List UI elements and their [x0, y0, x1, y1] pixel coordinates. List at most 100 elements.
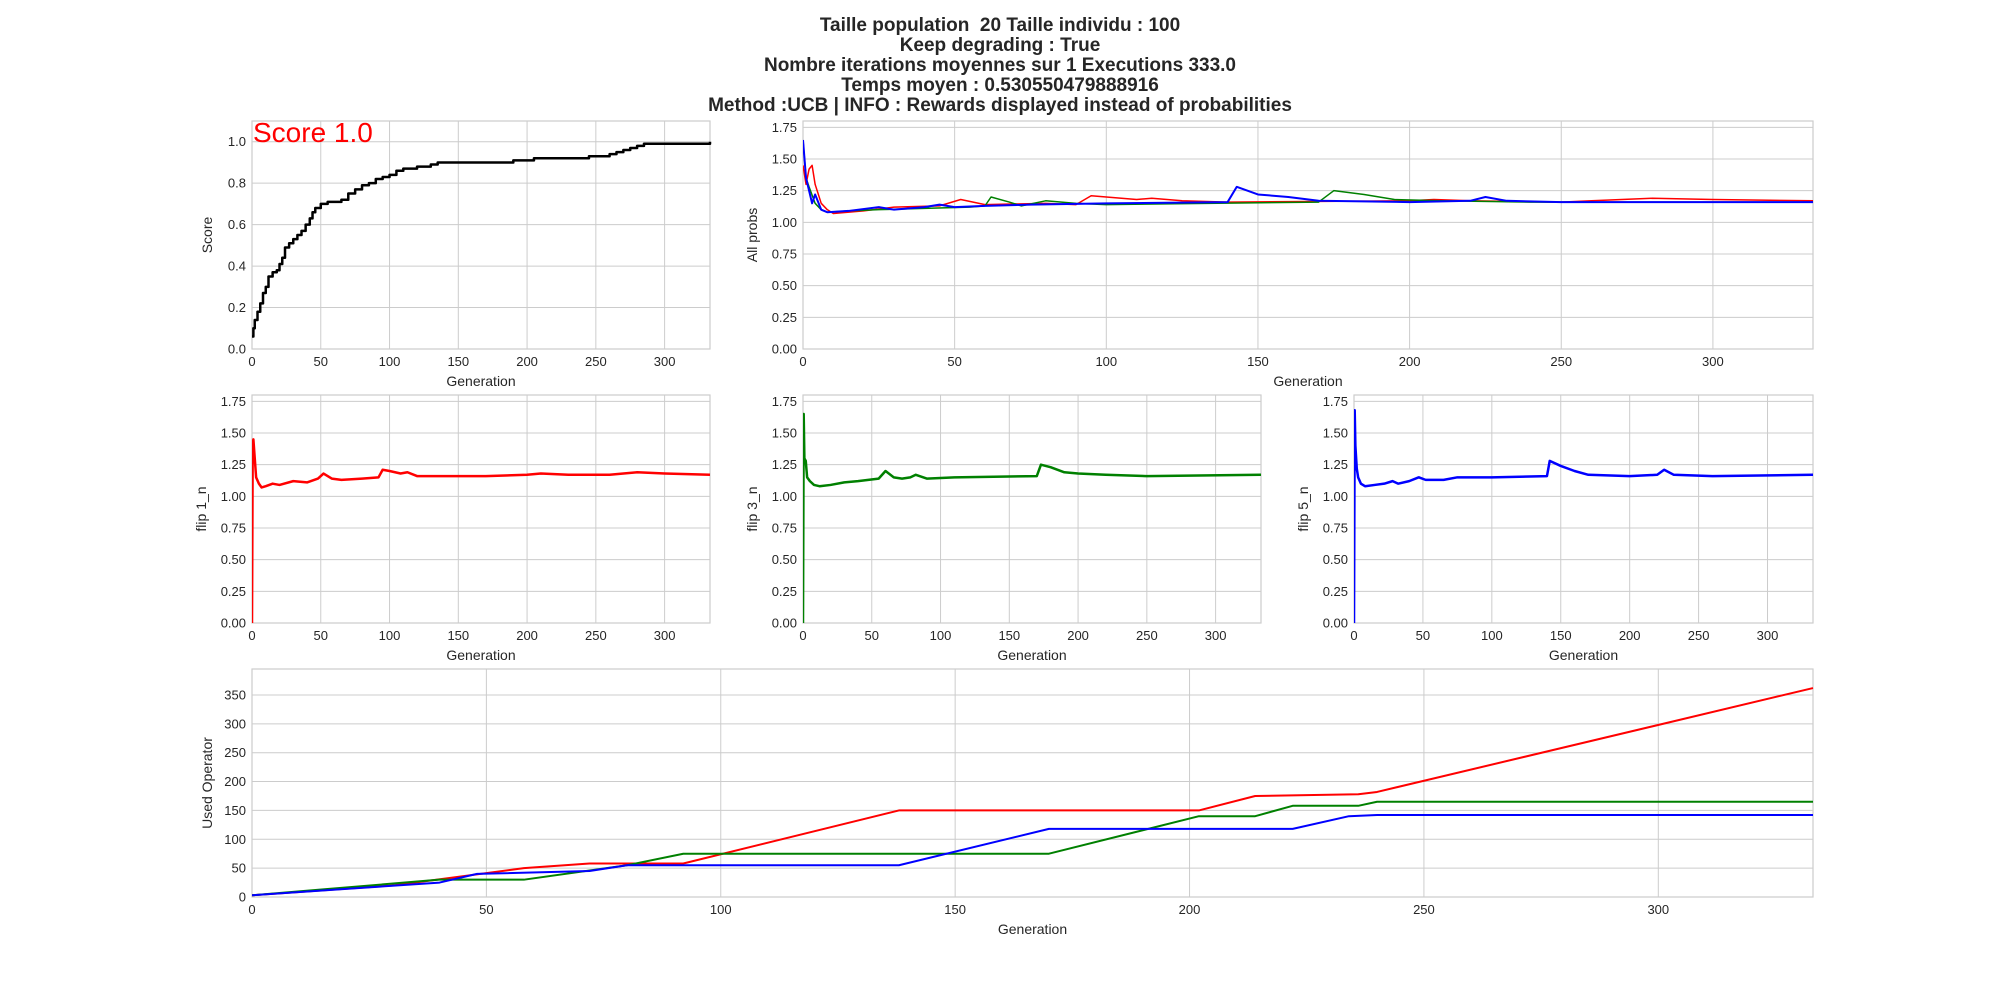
axes-frame [251, 120, 711, 350]
x-tick-label: 200 [516, 354, 538, 369]
y-tick-label: 0.50 [772, 552, 797, 567]
y-tick-label: 0.75 [772, 521, 797, 536]
x-tick-label: 200 [516, 628, 538, 643]
x-tick-label: 250 [1413, 902, 1435, 917]
chart-used-operator: 0 50 100 150 200 250 300 0 50 100 150 200 250 300 350 G… [199, 668, 1814, 937]
series-line-green [252, 800, 1813, 897]
y-axis-label: flip 5_n [1295, 486, 1311, 531]
y-tick-label: 1.25 [772, 457, 797, 472]
x-axis-label: Generation [446, 373, 515, 389]
x-tick-label: 100 [1481, 628, 1503, 643]
chart-flip5: 0 50 100 150 200 250 300 0.00 0.25 0.50 0.75 1.00 1.… [1295, 394, 1814, 663]
y-tick-label: 1.25 [772, 183, 797, 198]
x-tick-label: 0 [248, 354, 255, 369]
x-tick-label: 250 [1688, 628, 1710, 643]
y-axis-label: All probs [744, 208, 760, 262]
y-tick-label: 100 [224, 832, 246, 847]
x-tick-label: 150 [447, 354, 469, 369]
y-tick-label: 1.00 [772, 215, 797, 230]
x-tick-label: 250 [585, 354, 607, 369]
x-tick-label: 250 [585, 628, 607, 643]
y-tick-label: 1.75 [1323, 394, 1348, 409]
y-tick-label: 0.4 [228, 259, 246, 274]
x-tick-label: 200 [1619, 628, 1641, 643]
x-tick-label: 0 [1350, 628, 1357, 643]
y-tick-label: 1.50 [1323, 426, 1348, 441]
chart-flip1: 0 50 100 150 200 250 300 0.00 0.25 0.50 0.75 1.00 1.… [193, 394, 711, 663]
y-tick-label: 0.8 [228, 176, 246, 191]
x-tick-label: 0 [248, 902, 255, 917]
x-tick-label: 200 [1179, 902, 1201, 917]
x-tick-label: 250 [1550, 354, 1572, 369]
y-tick-label: 0.00 [221, 616, 246, 631]
x-tick-label: 150 [447, 628, 469, 643]
x-tick-label: 300 [1757, 628, 1779, 643]
y-tick-label: 1.25 [221, 457, 246, 472]
y-tick-label: 0.00 [772, 342, 797, 357]
axes-frame [251, 668, 1814, 898]
y-tick-label: 1.00 [221, 489, 246, 504]
x-tick-label: 300 [654, 628, 676, 643]
x-tick-label: 50 [1416, 628, 1430, 643]
x-tick-label: 100 [379, 628, 401, 643]
y-tick-label: 0.25 [1323, 584, 1348, 599]
y-tick-label: 1.0 [228, 134, 246, 149]
x-tick-label: 0 [799, 354, 806, 369]
score-annotation: Score 1.0 [253, 117, 373, 148]
y-tick-label: 0.25 [772, 310, 797, 325]
series-line-blue [803, 139, 1813, 214]
y-tick-label: 0.75 [221, 521, 246, 536]
y-tick-label: 0.75 [1323, 521, 1348, 536]
title-line-keep-degrading: Keep degrading : True [899, 35, 1101, 56]
x-tick-label: 150 [1550, 628, 1572, 643]
y-tick-label: 1.00 [1323, 489, 1348, 504]
x-axis-label: Generation [1549, 647, 1618, 663]
y-tick-label: 0.00 [772, 616, 797, 631]
axes-frame [802, 120, 1814, 350]
series-line-black [252, 141, 712, 338]
x-tick-label: 300 [654, 354, 676, 369]
x-tick-label: 50 [947, 354, 961, 369]
y-tick-label: 1.75 [772, 120, 797, 135]
x-tick-label: 0 [248, 628, 255, 643]
series-line-blue [252, 814, 1813, 897]
x-tick-label: 250 [1136, 628, 1158, 643]
y-tick-label: 1.50 [221, 426, 246, 441]
x-tick-label: 0 [799, 628, 806, 643]
y-tick-label: 0.50 [772, 278, 797, 293]
y-tick-label: 0.25 [221, 584, 246, 599]
series-line-blue [1354, 408, 1814, 624]
series-line-green [803, 412, 1262, 624]
chart-score: 0 50 100 150 200 250 300 0.0 0.2 0.4 0.6 0.8 1.0 Gene… [199, 117, 712, 389]
y-tick-label: 150 [224, 803, 246, 818]
y-tick-label: 0 [239, 890, 246, 905]
x-tick-label: 50 [479, 902, 493, 917]
title-line-time: Temps moyen : 0.530550479888916 [841, 75, 1159, 96]
y-tick-label: 0.75 [772, 247, 797, 262]
x-axis-label: Generation [998, 921, 1067, 937]
x-axis-label: Generation [1273, 373, 1342, 389]
x-tick-label: 100 [379, 354, 401, 369]
y-axis-label: flip 3_n [744, 486, 760, 531]
x-tick-label: 300 [1647, 902, 1669, 917]
x-tick-label: 150 [944, 902, 966, 917]
chart-all-probs: 0 50 100 150 200 250 300 0.00 0.25 0.50 0.75 1.00 1.… [744, 120, 1814, 389]
y-tick-label: 300 [224, 716, 246, 731]
chart-flip3: 0 50 100 150 200 250 300 0.00 0.25 0.50 0.75 1.00 1.… [744, 394, 1262, 663]
x-axis-label: Generation [997, 647, 1066, 663]
y-tick-label: 0.00 [1323, 616, 1348, 631]
x-tick-label: 150 [1247, 354, 1269, 369]
x-tick-label: 50 [865, 628, 879, 643]
y-tick-label: 0.2 [228, 300, 246, 315]
y-tick-label: 1.00 [772, 489, 797, 504]
x-tick-label: 300 [1205, 628, 1227, 643]
x-tick-label: 100 [930, 628, 952, 643]
y-tick-label: 1.25 [1323, 457, 1348, 472]
y-axis-label: flip 1_n [193, 486, 209, 531]
x-axis-label: Generation [446, 647, 515, 663]
x-tick-label: 100 [1095, 354, 1117, 369]
y-tick-label: 1.50 [772, 426, 797, 441]
y-tick-label: 1.75 [221, 394, 246, 409]
x-tick-label: 200 [1399, 354, 1421, 369]
y-tick-label: 0.6 [228, 217, 246, 232]
